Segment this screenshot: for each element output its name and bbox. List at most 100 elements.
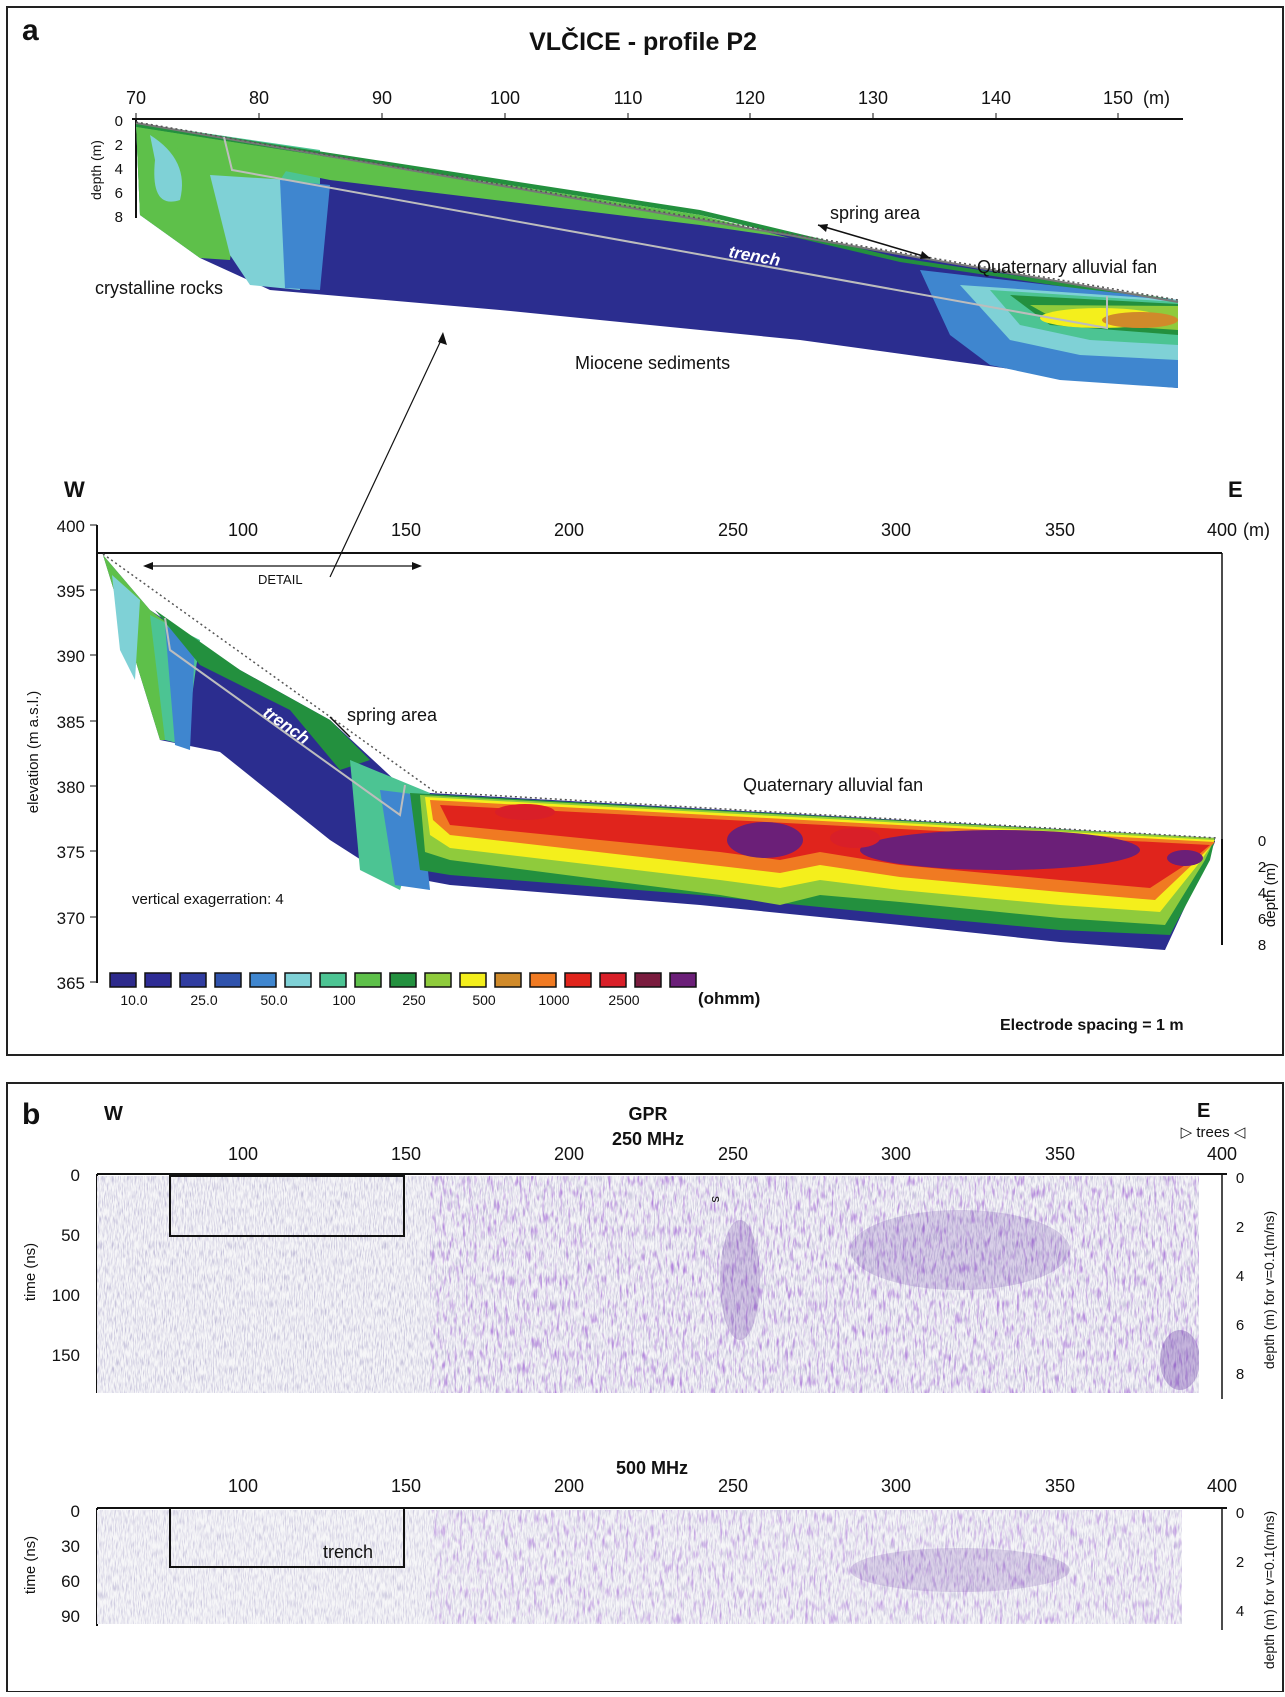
legend-label: 10.0 xyxy=(120,992,147,1008)
panel-a-frame xyxy=(6,6,1284,1056)
legend-swatch xyxy=(389,972,417,988)
detail-range-label: DETAIL xyxy=(258,572,303,587)
legend-swatch xyxy=(424,972,452,988)
detail-fan-label: Quaternary alluvial fan xyxy=(977,257,1157,277)
detail-depth-tick: 0 xyxy=(115,113,123,130)
gpr-250-section: 100 150 200 250 300 350 400 s 0 50 100 1… xyxy=(22,1144,1277,1399)
detail-spring-label: spring area xyxy=(830,203,921,223)
overview-fan-label: Quaternary alluvial fan xyxy=(743,775,923,795)
gpr500-depth-tick: 0 xyxy=(1236,1505,1244,1522)
gpr500-x-tick: 150 xyxy=(391,1476,421,1496)
freq-250-label: 250 MHz xyxy=(612,1129,684,1149)
overview-spring-arrow xyxy=(329,716,351,738)
gpr250-time-tick: 100 xyxy=(52,1286,80,1305)
detail-x-ticks xyxy=(135,113,1119,119)
gpr250-x-tick: 250 xyxy=(718,1144,748,1164)
legend-swatch xyxy=(599,972,627,988)
overview-y-ticks xyxy=(90,524,97,983)
vertical-exaggeration: vertical exagerration: 4 xyxy=(132,891,284,908)
gpr250-x-tick: 150 xyxy=(391,1144,421,1164)
overview-electrodes-east xyxy=(434,791,1219,839)
gpr500-time-tick: 0 xyxy=(71,1502,80,1521)
gpr250-radargram xyxy=(97,1176,1199,1393)
detail-depth-tick: 2 xyxy=(115,137,123,154)
gpr-title: GPR xyxy=(628,1104,667,1124)
overview-x-tick: 150 xyxy=(391,520,421,540)
detail-crystalline-label: crystalline rocks xyxy=(95,278,223,298)
detail-x-tick-label: 80 xyxy=(249,88,269,108)
trees-marker: ▷ trees ◁ xyxy=(1181,1124,1246,1141)
legend-label: 25.0 xyxy=(190,992,217,1008)
overview-y-tick: 375 xyxy=(57,843,85,862)
gpr500-x-tick: 250 xyxy=(718,1476,748,1496)
panel-a-title: VLČICE - profile P2 xyxy=(529,26,757,56)
detail-pointer-line xyxy=(329,335,444,578)
legend-swatch xyxy=(249,972,277,988)
gpr250-depth-tick: 8 xyxy=(1236,1366,1244,1383)
gpr250-depth-tick: 4 xyxy=(1236,1268,1244,1285)
detail-electrodes xyxy=(135,121,1179,301)
legend-swatch xyxy=(179,972,207,988)
overview-x-tick: 350 xyxy=(1045,520,1075,540)
gpr250-x-tick: 300 xyxy=(881,1144,911,1164)
detail-depth-tick: 8 xyxy=(115,209,123,226)
overview-depth-tick: 8 xyxy=(1258,937,1266,954)
overview-depth-tick: 6 xyxy=(1258,911,1266,928)
legend-label: 250 xyxy=(402,992,426,1008)
freq-500-label: 500 MHz xyxy=(616,1458,688,1478)
gpr250-depth-tick: 0 xyxy=(1236,1170,1244,1187)
gpr250-x-tick: 400 xyxy=(1207,1144,1237,1164)
detail-spring-arrow xyxy=(817,224,931,259)
gpr500-depth-tick: 4 xyxy=(1236,1603,1244,1620)
detail-x-tick-label: 150 xyxy=(1103,88,1133,108)
legend-swatch xyxy=(494,972,522,988)
overview-resistivity-section xyxy=(103,555,1215,950)
gpr250-time-label: time (ns) xyxy=(22,1243,39,1301)
gpr500-time-tick: 60 xyxy=(61,1572,80,1591)
legend-label: 50.0 xyxy=(260,992,287,1008)
overview-depth-tick: 4 xyxy=(1258,885,1266,902)
legend-swatch xyxy=(354,972,382,988)
overview-y-tick: 395 xyxy=(57,582,85,601)
detail-miocene-label: Miocene sediments xyxy=(575,353,730,373)
west-label: W xyxy=(64,477,85,502)
overview-depth-tick: 0 xyxy=(1258,833,1266,850)
overview-y-tick: 370 xyxy=(57,909,85,928)
gpr250-x-tick: 200 xyxy=(554,1144,584,1164)
gpr500-x-tick: 200 xyxy=(554,1476,584,1496)
detail-depth-label: depth (m) xyxy=(88,140,104,200)
gpr500-time-tick: 30 xyxy=(61,1537,80,1556)
overview-y-tick: 400 xyxy=(57,517,85,536)
detail-depth-tick: 6 xyxy=(115,185,123,202)
panel-b-east: E xyxy=(1197,1100,1210,1122)
legend-label: 1000 xyxy=(538,992,569,1008)
overview-x-tick: 100 xyxy=(228,520,258,540)
gpr250-time-tick: 150 xyxy=(52,1346,80,1365)
detail-x-tick-label: 70 xyxy=(126,88,146,108)
detail-x-unit: (m) xyxy=(1143,88,1170,108)
legend-label: 2500 xyxy=(608,992,639,1008)
gpr250-x-tick: 100 xyxy=(228,1144,258,1164)
legend-swatch xyxy=(529,972,557,988)
overview-x-tick: 250 xyxy=(718,520,748,540)
detail-x-tick-label: 100 xyxy=(490,88,520,108)
detail-x-tick-label: 90 xyxy=(372,88,392,108)
overview-spring-label: spring area xyxy=(347,705,438,725)
legend-swatch xyxy=(144,972,172,988)
overview-section: W E 100 150 200 250 300 350 400 (m) 400 … xyxy=(25,477,1279,993)
legend-swatch xyxy=(109,972,137,988)
overview-x-unit: (m) xyxy=(1243,520,1270,540)
detail-depth-tick: 4 xyxy=(115,161,123,178)
detail-resistivity-section xyxy=(135,122,1179,388)
gpr250-depth-tick: 6 xyxy=(1236,1317,1244,1334)
gpr250-depth-label: depth (m) for v=0.1(m/ns) xyxy=(1261,1211,1277,1369)
overview-y-tick: 380 xyxy=(57,778,85,797)
detail-x-tick-label: 140 xyxy=(981,88,1011,108)
overview-trench-outline xyxy=(164,617,406,817)
gpr500-time-label: time (ns) xyxy=(22,1536,39,1594)
gpr250-time-tick: 50 xyxy=(61,1226,80,1245)
gpr500-trench-label: trench xyxy=(323,1542,373,1562)
panel-b-label: b xyxy=(22,1098,40,1131)
legend-swatch xyxy=(214,972,242,988)
